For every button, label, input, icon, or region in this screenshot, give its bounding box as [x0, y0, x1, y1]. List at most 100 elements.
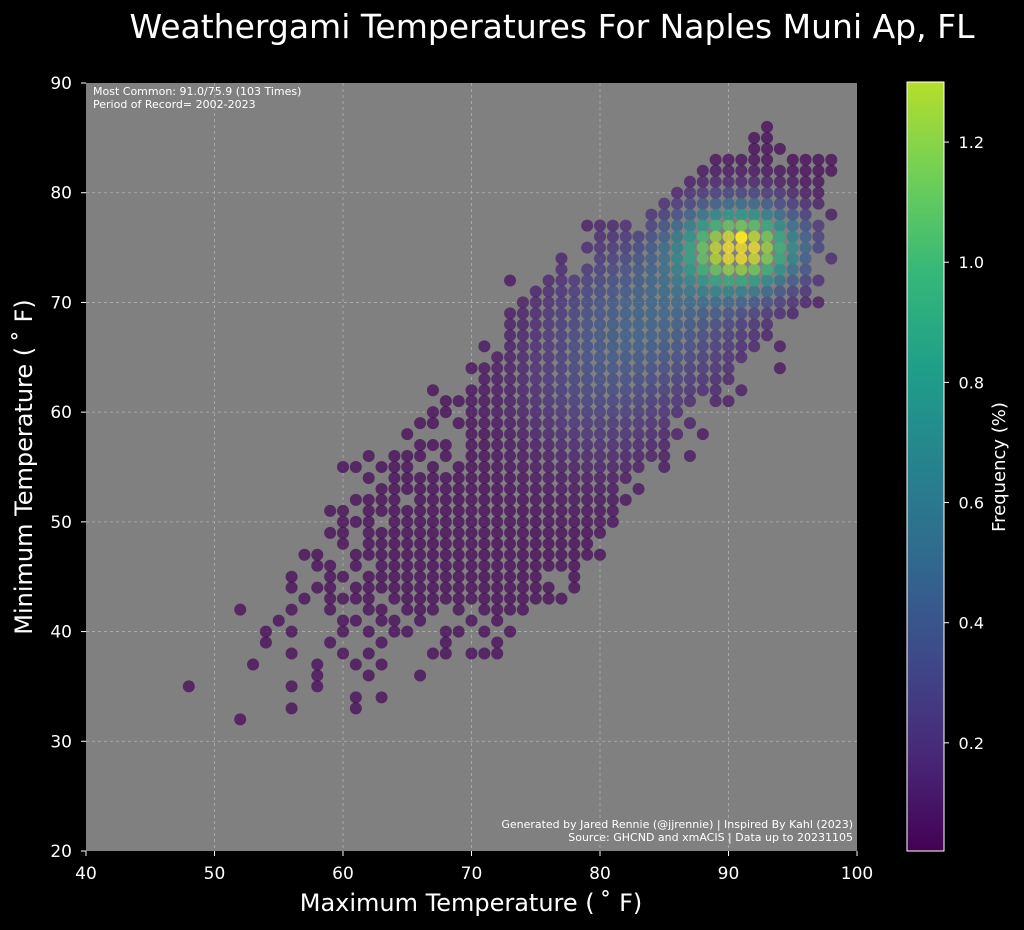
scatter-point: [606, 241, 619, 254]
scatter-point: [606, 219, 619, 232]
scatter-point: [311, 680, 324, 693]
y-tick-label: 90: [50, 74, 72, 94]
credit-annotation: Generated by Jared Rennie (@jjrennie) | …: [501, 818, 853, 831]
scatter-point: [671, 208, 684, 221]
scatter-point: [594, 263, 606, 276]
scatter-point: [401, 625, 414, 638]
scatter-point: [658, 450, 671, 463]
y-tick-label: 30: [50, 732, 72, 752]
scatter-point: [683, 252, 696, 265]
scatter-point: [362, 504, 375, 517]
scatter-point: [619, 296, 632, 309]
scatter-point: [375, 461, 388, 473]
scatter-point: [426, 461, 439, 473]
scatter-point: [722, 362, 735, 375]
scatter-point: [594, 417, 606, 430]
scatter-point: [337, 537, 349, 550]
scatter-point: [478, 362, 491, 375]
scatter-point: [388, 592, 401, 605]
scatter-point: [542, 439, 555, 452]
scatter-point: [452, 515, 465, 528]
scatter-point: [414, 450, 427, 463]
scatter-point: [658, 373, 671, 386]
scatter-point: [606, 493, 619, 506]
scatter-point: [401, 504, 414, 517]
scatter-point: [285, 581, 298, 594]
scatter-point: [581, 351, 594, 364]
scatter-point: [761, 219, 774, 232]
scatter-point: [516, 351, 529, 364]
scatter-point: [683, 296, 696, 309]
scatter-point: [594, 241, 606, 254]
scatter-point: [786, 175, 799, 188]
scatter-point: [773, 142, 786, 155]
scatter-point: [773, 263, 786, 276]
scatter-point: [761, 329, 774, 342]
scatter-point: [247, 658, 260, 671]
scatter-point: [349, 614, 362, 627]
scatter-point: [491, 647, 504, 660]
scatter-point: [709, 153, 722, 166]
scatter-point: [606, 274, 619, 287]
scatter-point: [709, 362, 722, 375]
scatter-point: [542, 406, 555, 419]
scatter-point: [491, 559, 504, 572]
scatter-point: [529, 340, 542, 353]
scatter-point: [478, 603, 491, 616]
scatter-point: [504, 318, 517, 331]
scatter-point: [555, 548, 568, 561]
scatter-point: [696, 197, 709, 210]
scatter-point: [516, 362, 529, 375]
scatter-point: [504, 526, 517, 539]
scatter-point: [529, 537, 542, 550]
scatter-point: [529, 307, 542, 320]
scatter-point: [606, 296, 619, 309]
scatter-point: [529, 461, 542, 473]
scatter-point: [542, 504, 555, 517]
scatter-point: [812, 241, 825, 254]
scatter-point: [748, 274, 761, 287]
scatter-point: [696, 252, 709, 265]
scatter-point: [401, 570, 414, 583]
scatter-point: [414, 526, 427, 539]
scatter-point: [491, 570, 504, 583]
scatter-point: [594, 526, 606, 539]
scatter-point: [683, 197, 696, 210]
scatter-point: [568, 384, 581, 397]
scatter-point: [671, 197, 684, 210]
scatter-point: [375, 614, 388, 627]
scatter-point: [683, 175, 696, 188]
scatter-point: [439, 636, 452, 649]
scatter-point: [632, 274, 645, 287]
scatter-point: [658, 208, 671, 221]
scatter-point: [709, 197, 722, 210]
scatter-point: [362, 471, 375, 484]
scatter-point: [594, 515, 606, 528]
scatter-point: [568, 548, 581, 561]
scatter-point: [478, 417, 491, 430]
scatter-point: [683, 274, 696, 287]
scatter-point: [606, 230, 619, 243]
scatter-point: [683, 307, 696, 320]
scatter-point: [504, 274, 517, 287]
scatter-point: [529, 515, 542, 528]
scatter-point: [606, 362, 619, 375]
scatter-point: [761, 197, 774, 210]
scatter-point: [594, 230, 606, 243]
scatter-point: [606, 504, 619, 517]
scatter-point: [581, 537, 594, 550]
scatter-point: [426, 504, 439, 517]
scatter-point: [555, 274, 568, 287]
scatter-point: [581, 318, 594, 331]
scatter-point: [748, 186, 761, 199]
scatter-point: [478, 428, 491, 441]
scatter-point: [568, 504, 581, 517]
scatter-point: [735, 307, 748, 320]
scatter-point: [439, 548, 452, 561]
scatter-point: [439, 581, 452, 594]
scatter-point: [812, 164, 825, 177]
scatter-point: [426, 603, 439, 616]
scatter-point: [619, 241, 632, 254]
scatter-point: [594, 482, 606, 495]
